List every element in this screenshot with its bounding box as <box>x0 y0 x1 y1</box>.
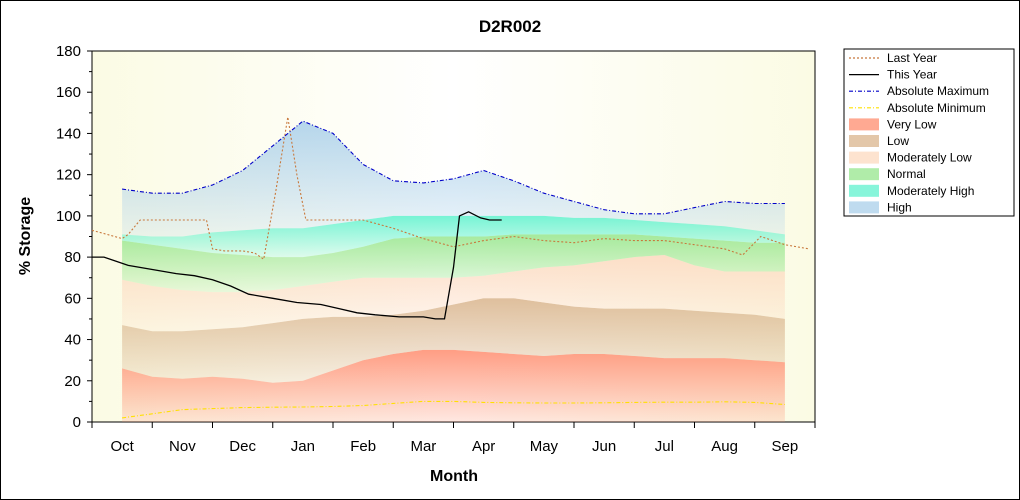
x-tick-label: Oct <box>110 438 134 455</box>
band-moderately-high <box>122 215 785 258</box>
legend-label-moderately-low: Moderately Low <box>887 151 972 165</box>
y-tick-label: 40 <box>64 332 81 349</box>
legend-label-moderately-high: Moderately High <box>887 184 974 198</box>
x-tick-label: May <box>530 438 559 455</box>
band-very-low <box>122 349 785 422</box>
legend-label-absolute-maximum: Absolute Maximum <box>887 84 989 98</box>
chart-title: D2R002 <box>479 17 541 36</box>
y-tick-label: 160 <box>56 84 81 101</box>
legend-label-this-year: This Year <box>887 68 937 82</box>
legend-swatch-moderately-low <box>849 151 879 164</box>
legend-label-absolute-minimum: Absolute Minimum <box>887 101 986 115</box>
legend-swatch-high <box>849 201 879 214</box>
legend-label-last-year: Last Year <box>887 51 937 65</box>
x-tick-label: Sep <box>772 438 799 455</box>
y-axis-title: % Storage <box>17 197 34 275</box>
series-absolute-minimum <box>122 400 785 419</box>
bands-layer <box>122 121 785 422</box>
y-tick-label: 140 <box>56 125 81 142</box>
y-tick-label: 100 <box>56 208 81 225</box>
legend-swatch-moderately-high <box>849 184 879 197</box>
x-tick-label: Dec <box>229 438 256 455</box>
x-tick-label: Jul <box>655 438 674 455</box>
band-moderately-low <box>122 255 785 332</box>
legend-swatch-normal <box>849 168 879 181</box>
x-tick-label: Jan <box>291 438 315 455</box>
y-tick-label: 20 <box>64 373 81 390</box>
legend: Last Year This Year Absolute Maximum Absolu… <box>843 48 1015 217</box>
y-tick-label: 120 <box>56 167 81 184</box>
x-axis-title: Month <box>430 468 478 485</box>
band-low <box>122 298 785 383</box>
y-tick-label: 180 <box>56 43 81 60</box>
y-tick-label: 80 <box>64 249 81 266</box>
series-absolute-maximum <box>122 120 785 215</box>
x-tick-label: Mar <box>410 438 436 455</box>
series-this-year <box>92 211 502 320</box>
legend-label-low: Low <box>887 134 909 148</box>
y-tick-label: 0 <box>73 414 81 431</box>
legend-label-very-low: Very Low <box>887 117 937 131</box>
band-high <box>122 121 785 237</box>
axes-layer: 0 20 40 60 80 100 120 140 160 180 Oct Nov Dec Jan Feb M… <box>56 43 816 455</box>
legend-label-normal: Normal <box>887 167 926 181</box>
x-tick-label: Jun <box>592 438 616 455</box>
x-tick-label: Aug <box>711 438 738 455</box>
legend-label-high: High <box>887 200 912 214</box>
x-tick-label: Apr <box>472 438 495 455</box>
lines-layer <box>91 116 810 419</box>
x-tick-label: Nov <box>169 438 196 455</box>
x-tick-label: Feb <box>350 438 376 455</box>
y-tick-label: 60 <box>64 290 81 307</box>
legend-swatch-very-low <box>849 118 879 131</box>
series-last-year <box>91 116 810 261</box>
legend-swatch-low <box>849 135 879 147</box>
